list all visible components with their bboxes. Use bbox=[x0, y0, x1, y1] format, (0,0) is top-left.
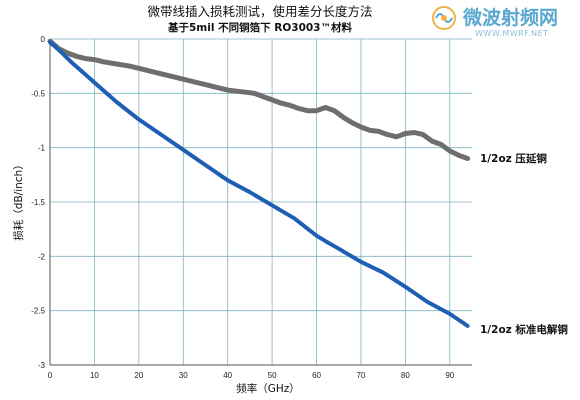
x-tick-label: 20 bbox=[134, 371, 143, 380]
x-tick-label: 10 bbox=[90, 371, 99, 380]
logo: 微波射频网 WWW.MWRF.NET bbox=[432, 6, 558, 38]
logo-text: 微波射频网 bbox=[462, 6, 558, 29]
y-tick-label: -2 bbox=[38, 252, 46, 261]
y-tick-label: -0.5 bbox=[31, 89, 45, 98]
series-line-1 bbox=[48, 40, 470, 328]
y-axis-label: 损耗（dB/inch） bbox=[12, 159, 25, 240]
grid bbox=[49, 38, 472, 366]
y-tick-label: 0 bbox=[41, 35, 46, 44]
x-tick-label: 60 bbox=[312, 371, 321, 380]
y-tick-label: -2.5 bbox=[31, 307, 45, 316]
x-tick-label: 70 bbox=[356, 371, 365, 380]
y-tick-label: -1.5 bbox=[31, 198, 45, 207]
x-tick-label: 90 bbox=[445, 371, 454, 380]
series-lines bbox=[47, 38, 471, 328]
logo-url: WWW.MWRF.NET bbox=[475, 29, 549, 38]
chart-subtitle: 基于5mil 不同铜箔下 RO3003™材料 bbox=[167, 21, 352, 34]
series-label-rolled: 1/2oz 压延铜 bbox=[480, 152, 547, 165]
x-axis-label: 频率（GHz） bbox=[236, 382, 300, 395]
y-tick-label: -1 bbox=[38, 144, 46, 153]
series-line-0 bbox=[47, 38, 471, 161]
x-tick-label: 30 bbox=[179, 371, 188, 380]
x-ticks: 0 10 20 30 40 50 60 70 80 90 bbox=[48, 371, 455, 380]
series-label-ed: 1/2oz 标准电解铜 bbox=[480, 323, 568, 336]
y-ticks: 0 -0.5 -1 -1.5 -2 -2.5 -3 bbox=[31, 35, 45, 370]
x-tick-label: 80 bbox=[401, 371, 410, 380]
x-tick-label: 0 bbox=[48, 371, 53, 380]
logo-icon bbox=[432, 6, 456, 30]
chart-title: 微带线插入损耗测试，使用差分长度方法 bbox=[147, 4, 372, 19]
y-tick-label: -3 bbox=[38, 361, 46, 370]
x-tick-label: 40 bbox=[223, 371, 232, 380]
x-tick-label: 50 bbox=[268, 371, 277, 380]
